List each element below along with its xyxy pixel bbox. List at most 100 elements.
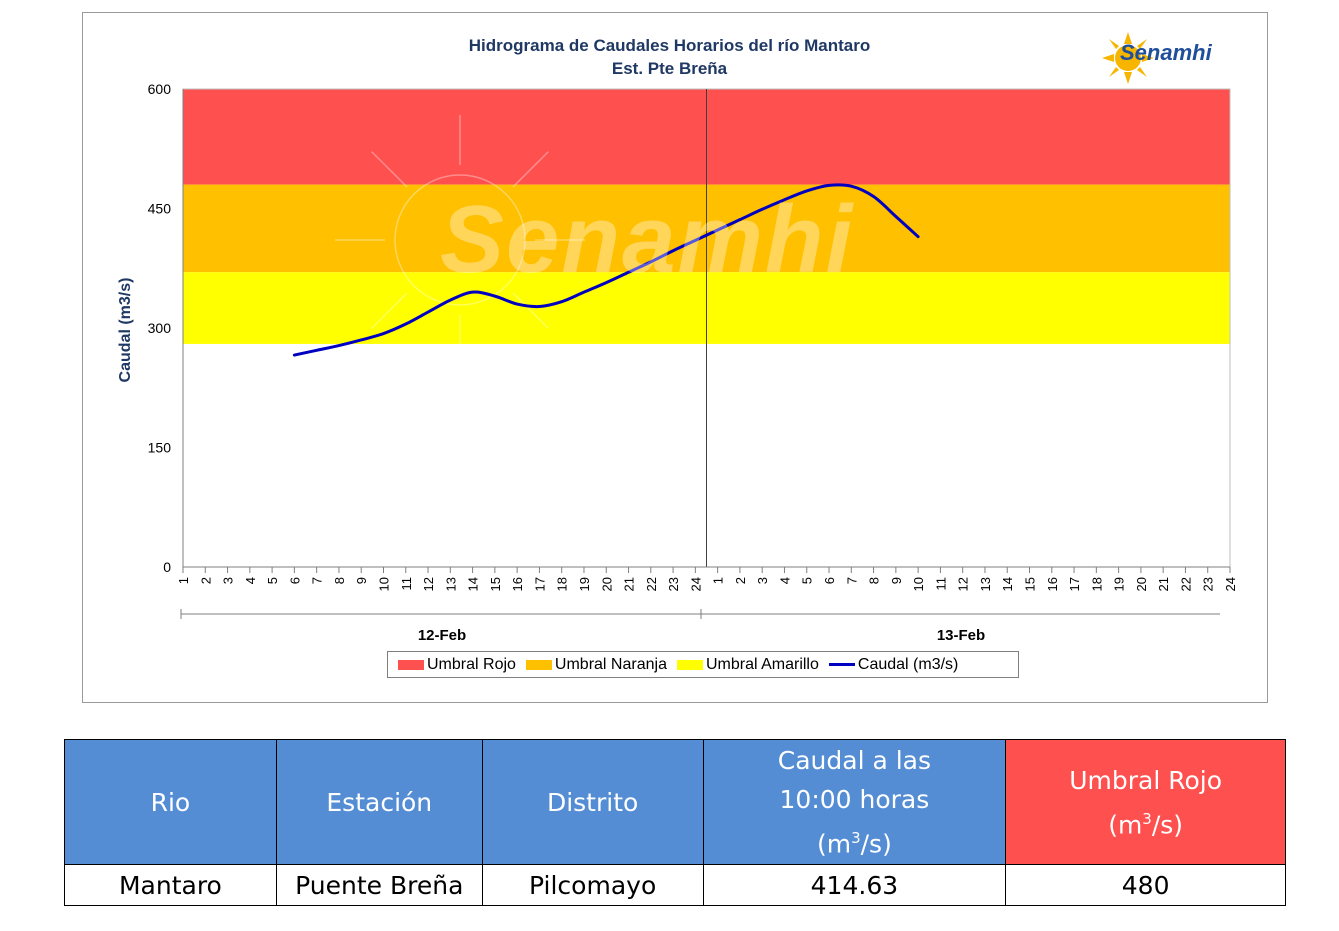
x-tick-label: 7 bbox=[310, 577, 325, 584]
x-tick-label: 19 bbox=[1112, 577, 1127, 591]
x-tick-label: 16 bbox=[510, 577, 525, 591]
y-tick-label: 600 bbox=[148, 81, 172, 97]
x-tick-label: 24 bbox=[1223, 577, 1238, 591]
legend-item-rojo: Umbral Rojo bbox=[398, 656, 516, 674]
x-tick-label: 9 bbox=[354, 577, 369, 584]
header-umbral-unit-sup: 3 bbox=[1142, 809, 1152, 828]
x-tick-label: 12 bbox=[421, 577, 436, 591]
chart-legend: Umbral Rojo Umbral Naranja Umbral Amaril… bbox=[387, 651, 1019, 678]
x-tick-label: 11 bbox=[399, 577, 414, 591]
legend-label-amarillo: Umbral Amarillo bbox=[705, 655, 819, 673]
x-tick-label: 23 bbox=[666, 577, 681, 591]
x-tick-label: 12 bbox=[956, 577, 971, 591]
x-tick-label: 3 bbox=[755, 577, 770, 584]
x-tick-label: 20 bbox=[1134, 577, 1149, 591]
table-row: Mantaro Puente Breña Pilcomayo 414.63 48… bbox=[64, 864, 1286, 907]
legend-swatch-naranja bbox=[525, 659, 552, 670]
header-umbral-line1: Umbral Rojo bbox=[1069, 765, 1223, 795]
x-tick-label: 19 bbox=[577, 577, 592, 591]
header-caudal-unit-sup: 3 bbox=[851, 829, 861, 847]
watermark-sun-ray bbox=[512, 151, 549, 188]
x-tick-label: 22 bbox=[644, 577, 659, 591]
header-umbral-unit-open: (m bbox=[1108, 809, 1143, 839]
legend-label-caudal: Caudal (m3/s) bbox=[857, 655, 959, 673]
x-tick-label: 2 bbox=[733, 577, 748, 584]
legend-item-amarillo: Umbral Amarillo bbox=[676, 655, 819, 674]
x-tick-label: 7 bbox=[844, 577, 859, 584]
x-tick-label: 1 bbox=[711, 577, 726, 584]
summary-table: Rio Estación Distrito Caudal a las 10:00… bbox=[64, 738, 1286, 907]
x-tick-label: 18 bbox=[555, 577, 570, 591]
header-caudal-line1: Caudal a las bbox=[777, 746, 932, 775]
cell-rio: Mantaro bbox=[64, 864, 277, 907]
watermark-sun-ray bbox=[371, 151, 408, 188]
legend-item-caudal: Caudal (m3/s) bbox=[828, 655, 959, 674]
header-caudal-line2: 10:00 horas bbox=[779, 785, 930, 814]
header-caudal: Caudal a las 10:00 horas (m3/s) bbox=[702, 738, 1007, 866]
x-tick-label: 8 bbox=[332, 577, 347, 584]
x-tick-label: 23 bbox=[1201, 577, 1216, 591]
y-tick-label: 450 bbox=[148, 201, 172, 217]
x-tick-label: 13 bbox=[978, 577, 993, 591]
x-tick-label: 10 bbox=[911, 577, 926, 591]
header-umbral-rojo: Umbral Rojo (m3/s) bbox=[1005, 738, 1286, 866]
sun-logo-icon bbox=[1102, 32, 1154, 84]
x-tick-label: 4 bbox=[777, 577, 792, 584]
x-tick-label: 10 bbox=[376, 577, 391, 591]
cell-estacion: Puente Breña bbox=[275, 864, 483, 907]
x-tick-label: 14 bbox=[466, 577, 481, 591]
x-tick-label: 2 bbox=[198, 577, 213, 584]
cell-caudal: 414.63 bbox=[702, 864, 1007, 907]
x-tick-label: 15 bbox=[488, 577, 503, 591]
x-tick-label: 4 bbox=[243, 577, 258, 584]
x-group-label: 12-Feb bbox=[418, 627, 466, 644]
y-tick-label: 150 bbox=[148, 440, 172, 456]
header-umbral-unit-close: /s) bbox=[1151, 809, 1184, 839]
watermark-sun-icon bbox=[335, 115, 585, 365]
x-tick-label: 21 bbox=[622, 577, 637, 591]
header-caudal-unit-open: (m bbox=[816, 829, 852, 859]
header-estacion: Estación bbox=[275, 738, 483, 866]
x-group-label: 13-Feb bbox=[937, 627, 985, 644]
legend-swatch-amarillo bbox=[676, 659, 703, 670]
x-tick-label: 14 bbox=[1000, 577, 1015, 591]
legend-item-naranja: Umbral Naranja bbox=[525, 655, 667, 674]
x-tick-label: 1 bbox=[176, 577, 191, 584]
watermark-sun-ray bbox=[371, 292, 408, 329]
logo-text: Senamhi bbox=[1120, 40, 1212, 65]
cell-distrito: Pilcomayo bbox=[481, 864, 704, 907]
legend-label-naranja: Umbral Naranja bbox=[554, 655, 667, 673]
x-tick-label: 16 bbox=[1045, 577, 1060, 591]
x-tick-label: 15 bbox=[1023, 577, 1038, 591]
x-tick-label: 9 bbox=[889, 577, 904, 584]
x-tick-label: 17 bbox=[1067, 577, 1082, 591]
x-tick-label: 24 bbox=[688, 577, 703, 591]
chart-title: Hidrograma de Caudales Horarios del río … bbox=[468, 36, 871, 55]
header-rio: Rio bbox=[64, 738, 277, 866]
legend-swatch-caudal bbox=[828, 663, 855, 666]
watermark-sun-ray bbox=[512, 292, 549, 329]
x-tick-label: 18 bbox=[1089, 577, 1104, 591]
x-tick-label: 3 bbox=[221, 577, 236, 584]
y-tick-label: 0 bbox=[163, 559, 171, 575]
legend-swatch-rojo bbox=[398, 659, 424, 670]
y-tick-label: 300 bbox=[148, 320, 172, 336]
x-tick-label: 22 bbox=[1178, 577, 1193, 591]
x-tick-label: 17 bbox=[532, 577, 547, 591]
header-caudal-unit-close: /s) bbox=[860, 829, 892, 859]
x-tick-label: 20 bbox=[599, 577, 614, 591]
legend-label-rojo: Umbral Rojo bbox=[427, 655, 516, 673]
x-tick-label: 6 bbox=[822, 577, 837, 584]
table-header-row: Rio Estación Distrito Caudal a las 10:00… bbox=[64, 738, 1286, 866]
x-tick-label: 11 bbox=[933, 577, 948, 591]
cell-umbral: 480 bbox=[1005, 864, 1286, 907]
chart-subtitle: Est. Pte Breña bbox=[611, 59, 728, 78]
header-distrito: Distrito bbox=[481, 738, 704, 866]
watermark-sun-core bbox=[394, 174, 526, 306]
x-tick-label: 6 bbox=[287, 577, 302, 584]
x-tick-label: 13 bbox=[443, 577, 458, 591]
x-tick-label: 5 bbox=[265, 577, 280, 584]
y-axis-label: Caudal (m3/s) bbox=[117, 278, 134, 383]
x-tick-label: 5 bbox=[800, 577, 815, 584]
